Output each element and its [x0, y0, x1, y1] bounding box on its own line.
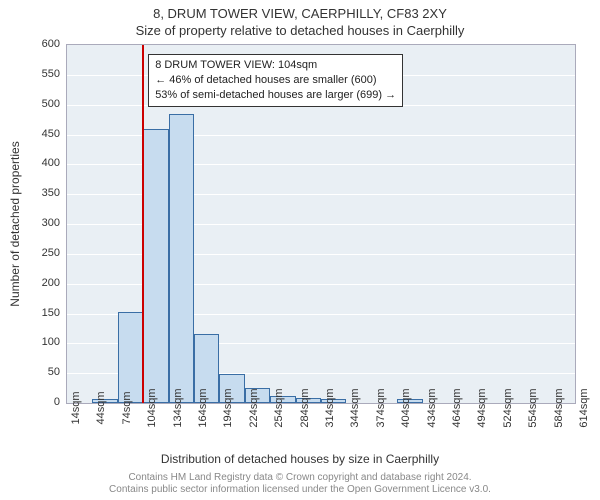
y-tick-label: 250 [20, 247, 60, 259]
address-title: 8, DRUM TOWER VIEW, CAERPHILLY, CF83 2XY [0, 0, 600, 21]
attribution-line-1: Contains HM Land Registry data © Crown c… [0, 472, 600, 484]
x-tick-label: 494sqm [476, 388, 488, 427]
x-tick-label: 614sqm [578, 388, 590, 427]
info-line-2: ← 46% of detached houses are smaller (60… [155, 73, 396, 88]
y-tick-label: 50 [20, 366, 60, 378]
x-tick-label: 554sqm [527, 388, 539, 427]
x-tick-label: 284sqm [299, 388, 311, 427]
x-tick-label: 104sqm [146, 388, 158, 427]
y-tick-label: 150 [20, 307, 60, 319]
x-axis-label: Distribution of detached houses by size … [0, 452, 600, 466]
x-tick-label: 314sqm [324, 388, 336, 427]
x-tick-label: 164sqm [197, 388, 209, 427]
histogram-bar [118, 312, 143, 403]
x-tick-label: 404sqm [400, 388, 412, 427]
histogram-bar [143, 129, 168, 403]
y-tick-label: 100 [20, 336, 60, 348]
histogram-bar [169, 114, 194, 403]
subtitle: Size of property relative to detached ho… [0, 21, 600, 38]
x-tick-label: 344sqm [349, 388, 361, 427]
y-tick-label: 300 [20, 217, 60, 229]
x-tick-label: 464sqm [451, 388, 463, 427]
y-tick-label: 550 [20, 68, 60, 80]
x-tick-label: 134sqm [172, 388, 184, 427]
y-tick-label: 450 [20, 128, 60, 140]
x-tick-label: 14sqm [70, 391, 82, 424]
x-tick-label: 584sqm [553, 388, 565, 427]
attribution: Contains HM Land Registry data © Crown c… [0, 472, 600, 496]
y-tick-label: 500 [20, 98, 60, 110]
x-tick-label: 74sqm [121, 391, 133, 424]
property-marker-line [142, 45, 144, 403]
x-tick-label: 194sqm [222, 388, 234, 427]
info-line-3: 53% of semi-detached houses are larger (… [155, 88, 396, 103]
y-tick-label: 600 [20, 38, 60, 50]
info-box: 8 DRUM TOWER VIEW: 104sqm← 46% of detach… [148, 54, 403, 107]
x-tick-label: 434sqm [426, 388, 438, 427]
attribution-line-2: Contains public sector information licen… [0, 484, 600, 496]
x-tick-label: 254sqm [273, 388, 285, 427]
x-tick-label: 374sqm [375, 388, 387, 427]
y-tick-label: 400 [20, 157, 60, 169]
y-tick-label: 350 [20, 187, 60, 199]
y-tick-label: 200 [20, 277, 60, 289]
y-tick-label: 0 [20, 396, 60, 408]
x-tick-label: 524sqm [502, 388, 514, 427]
info-line-1: 8 DRUM TOWER VIEW: 104sqm [155, 58, 396, 73]
x-tick-label: 224sqm [248, 388, 260, 427]
chart-container: 8, DRUM TOWER VIEW, CAERPHILLY, CF83 2XY… [0, 0, 600, 500]
x-tick-label: 44sqm [95, 391, 107, 424]
